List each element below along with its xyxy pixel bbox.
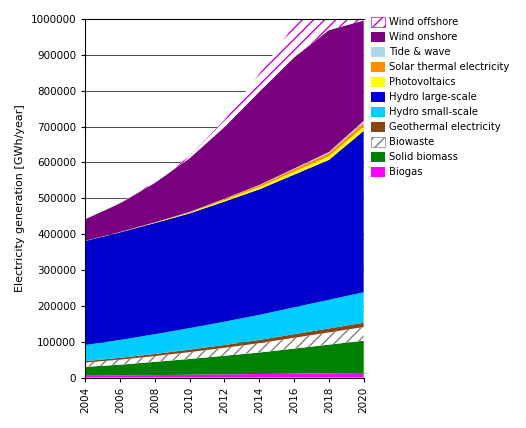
Legend: Wind offshore, Wind onshore, Tide & wave, Solar thermal electricity, Photovoltai: Wind offshore, Wind onshore, Tide & wave… (371, 17, 510, 177)
Y-axis label: Electricity generation [GWh/year]: Electricity generation [GWh/year] (15, 104, 25, 292)
